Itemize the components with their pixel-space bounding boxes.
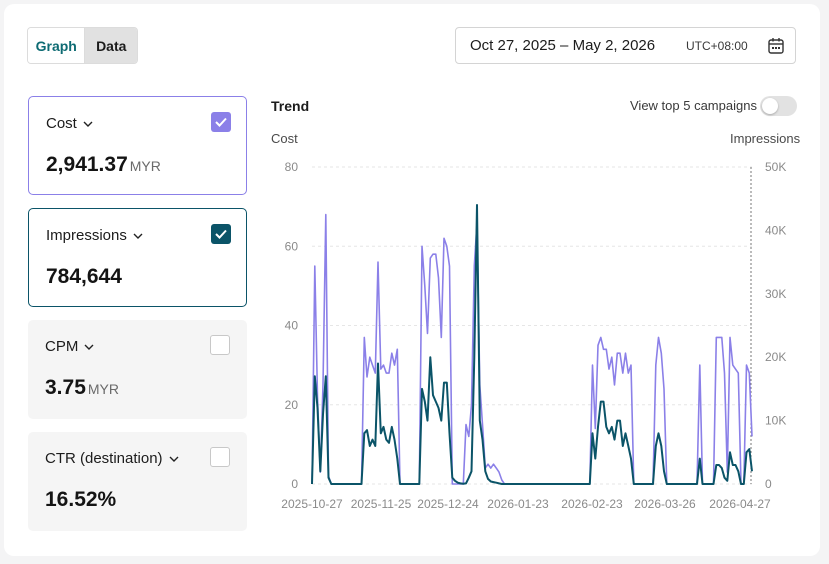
- chevron-down-icon: [169, 456, 179, 462]
- calendar-icon: [768, 38, 784, 54]
- metric-label: CPM: [45, 338, 79, 355]
- right-axis-label: Impressions: [730, 131, 801, 146]
- metric-label: Cost: [46, 115, 77, 132]
- chevron-down-icon: [84, 344, 94, 350]
- metric-card-cpm[interactable]: CPM 3.75 MYR: [28, 320, 247, 419]
- timezone-label: UTC+08:00: [686, 38, 748, 53]
- metric-label: Impressions: [46, 227, 127, 244]
- metric-checkbox-ctr[interactable]: [210, 447, 230, 467]
- metric-value: 16.52%: [45, 488, 117, 511]
- metric-checkbox-cpm[interactable]: [210, 335, 230, 355]
- metric-checkbox-cost[interactable]: [211, 112, 231, 132]
- metric-card-ctr[interactable]: CTR (destination) 16.52%: [28, 432, 247, 531]
- left-axis-label: Cost: [271, 131, 298, 146]
- metric-card-cost[interactable]: Cost 2,941.37 MYR: [28, 96, 247, 195]
- check-icon: [215, 229, 227, 239]
- toggle-knob: [762, 98, 778, 114]
- top5-toggle[interactable]: [760, 96, 797, 116]
- metric-dropdown-ctr[interactable]: CTR (destination): [45, 450, 179, 467]
- metric-value: 784,644: [46, 265, 122, 288]
- metric-label: CTR (destination): [45, 450, 163, 467]
- metric-unit: MYR: [129, 158, 161, 174]
- metric-dropdown-cost[interactable]: Cost: [46, 115, 93, 132]
- chevron-down-icon: [133, 233, 143, 239]
- metric-card-impressions[interactable]: Impressions 784,644: [28, 208, 247, 307]
- metric-value: 2,941.37 MYR: [46, 153, 161, 176]
- metric-unit: MYR: [87, 381, 119, 397]
- metric-dropdown-cpm[interactable]: CPM: [45, 338, 94, 355]
- top5-label: View top 5 campaigns: [630, 98, 757, 113]
- view-toggle: Graph Data: [27, 27, 138, 64]
- date-range-picker[interactable]: Oct 27, 2025 – May 2, 2026 UTC+08:00: [455, 27, 796, 64]
- date-range-text: Oct 27, 2025 – May 2, 2026: [470, 37, 656, 54]
- chevron-down-icon: [83, 121, 93, 127]
- metric-value: 3.75 MYR: [45, 376, 119, 399]
- trend-title: Trend: [271, 98, 310, 114]
- graph-tab[interactable]: Graph: [28, 28, 86, 63]
- data-tab[interactable]: Data: [85, 28, 137, 63]
- check-icon: [215, 117, 227, 127]
- metric-checkbox-impressions[interactable]: [211, 224, 231, 244]
- metric-dropdown-impressions[interactable]: Impressions: [46, 227, 143, 244]
